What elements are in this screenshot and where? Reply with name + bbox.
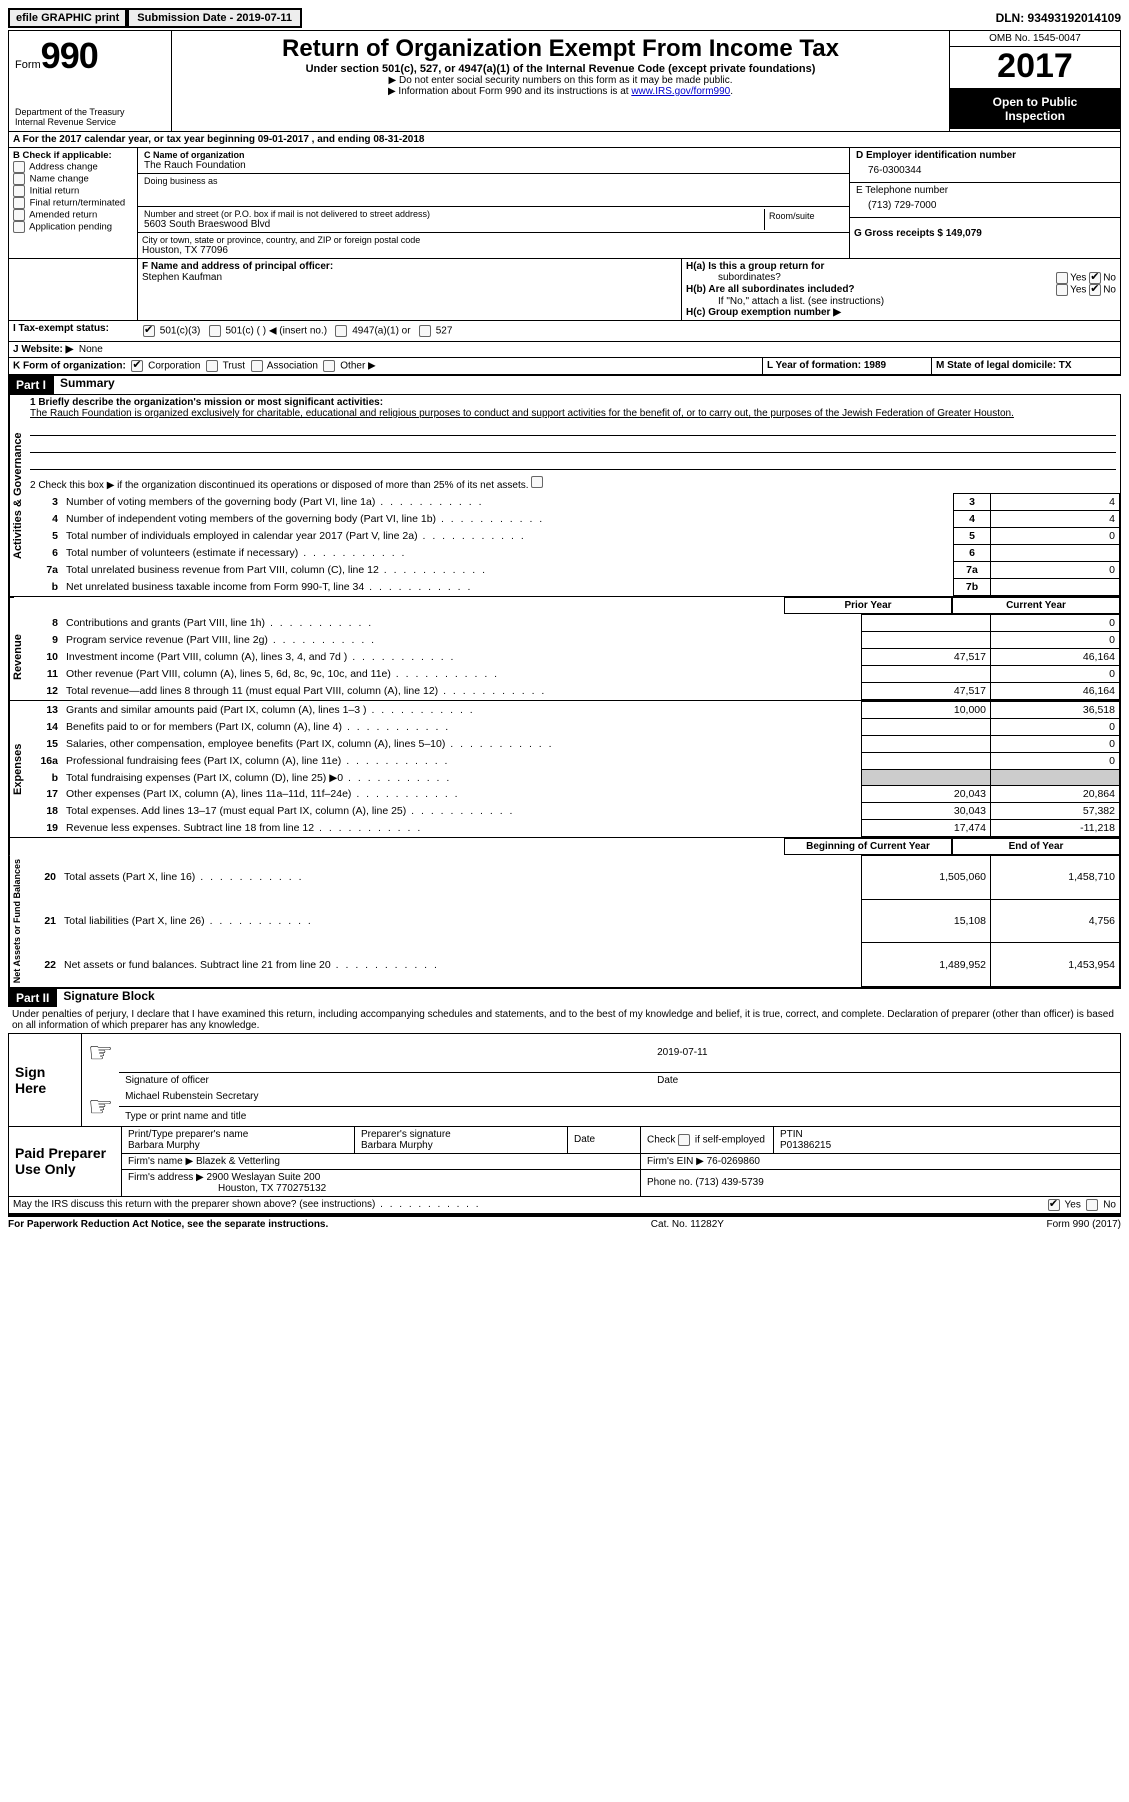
ein: 76-0300344 (856, 161, 1114, 180)
tax-year: 2017 (950, 47, 1120, 89)
summary-row: 19Revenue less expenses. Subtract line 1… (26, 820, 1120, 837)
current-year-hdr: Current Year (952, 597, 1120, 614)
sign-here-label: Sign Here (9, 1034, 82, 1127)
summary-row: 20Total assets (Part X, line 16)1,505,06… (24, 856, 1120, 900)
gross-receipts: G Gross receipts $ 149,079 (854, 228, 982, 239)
form-subtitle: Under section 501(c), 527, or 4947(a)(1)… (182, 63, 939, 75)
preparer-sig: Barbara Murphy (361, 1140, 561, 1151)
submission-date: Submission Date - 2019-07-11 (127, 8, 302, 28)
discuss-no-check[interactable] (1086, 1199, 1098, 1211)
sign-date: 2019-07-11 (651, 1034, 1120, 1073)
section-fh: F Name and address of principal officer:… (8, 259, 1121, 321)
principal-officer: Stephen Kaufman (142, 272, 222, 283)
city-state-zip: Houston, TX 77096 (142, 245, 845, 256)
open-public: Open to PublicInspection (950, 89, 1120, 129)
summary-row: 4Number of independent voting members of… (26, 511, 1120, 528)
irs-label: Internal Revenue Service (15, 117, 165, 127)
side-netassets: Net Assets or Fund Balances (9, 855, 24, 987)
summary-row: 3Number of voting members of the governi… (26, 494, 1120, 511)
boxb-item: Amended return (13, 209, 133, 221)
summary-row: 9Program service revenue (Part VIII, lin… (26, 632, 1120, 649)
summary-row: 10Investment income (Part VIII, column (… (26, 649, 1120, 666)
hb-no-check[interactable] (1089, 284, 1101, 296)
section-j: J Website: ▶ None (8, 342, 1121, 358)
501c3-check[interactable] (143, 325, 155, 337)
boxb-item: Application pending (13, 221, 133, 233)
firm-name: Blazek & Vetterling (196, 1156, 280, 1167)
org-name: The Rauch Foundation (144, 160, 843, 171)
box-c: C Name of organization The Rauch Foundat… (138, 148, 849, 258)
box-d: D Employer identification number 76-0300… (849, 148, 1120, 258)
summary-row: 22Net assets or fund balances. Subtract … (24, 943, 1120, 987)
boxb-item: Address change (13, 161, 133, 173)
dept-treasury: Department of the Treasury (15, 107, 165, 117)
preparer-name: Barbara Murphy (128, 1140, 348, 1151)
line-2: 2 Check this box ▶ if the organization d… (26, 474, 1120, 493)
paid-preparer-label: Paid Preparer Use Only (9, 1127, 122, 1197)
end-year-hdr: End of Year (952, 838, 1120, 855)
omb-number: OMB No. 1545-0047 (950, 31, 1120, 47)
self-employed-check[interactable] (678, 1134, 690, 1146)
officer-name: Michael Rubenstein Secretary (119, 1088, 1120, 1107)
side-governance: Activities & Governance (9, 395, 26, 596)
ha-yes-check[interactable] (1056, 272, 1068, 284)
firm-phone: (713) 439-5739 (695, 1177, 763, 1188)
summary-row: 12Total revenue—add lines 8 through 11 (… (26, 683, 1120, 700)
summary-row: 17Other expenses (Part IX, column (A), l… (26, 786, 1120, 803)
top-bar: efile GRAPHIC print Submission Date - 20… (8, 8, 1121, 28)
firm-ein: 76-0269860 (707, 1156, 760, 1167)
part1-header: Part I Summary (8, 375, 1121, 394)
summary-row: 7aTotal unrelated business revenue from … (26, 562, 1120, 579)
info-note: ▶ Information about Form 990 and its ins… (182, 86, 939, 97)
summary-row: bTotal fundraising expenses (Part IX, co… (26, 770, 1120, 786)
perjury-declaration: Under penalties of perjury, I declare th… (8, 1007, 1121, 1033)
summary-row: 5Total number of individuals employed in… (26, 528, 1120, 545)
section-bcd: B Check if applicable: Address change Na… (8, 148, 1121, 259)
side-revenue: Revenue (9, 614, 26, 700)
sign-arrow-icon: ☞ (82, 1034, 120, 1073)
sign-arrow-icon-2: ☞ (82, 1088, 120, 1127)
form-label: Form990 (15, 35, 165, 77)
prior-year-hdr: Prior Year (784, 597, 952, 614)
dln-label: DLN: 93493192014109 (996, 11, 1121, 25)
part2-header: Part II Signature Block (8, 988, 1121, 1007)
summary-row: 21Total liabilities (Part X, line 26)15,… (24, 899, 1120, 943)
ssn-note: ▶ Do not enter social security numbers o… (182, 75, 939, 86)
form-title: Return of Organization Exempt From Incom… (182, 35, 939, 63)
summary-row: 11Other revenue (Part VIII, column (A), … (26, 666, 1120, 683)
page-footer: For Paperwork Reduction Act Notice, see … (8, 1217, 1121, 1230)
boxb-item: Initial return (13, 185, 133, 197)
summary-row: 13Grants and similar amounts paid (Part … (26, 702, 1120, 719)
street-address: 5603 South Braeswood Blvd (144, 219, 764, 230)
begin-year-hdr: Beginning of Current Year (784, 838, 952, 855)
boxb-item: Final return/terminated (13, 197, 133, 209)
summary-row: 18Total expenses. Add lines 13–17 (must … (26, 803, 1120, 820)
summary-row: 14Benefits paid to or for members (Part … (26, 719, 1120, 736)
boxb-item: Name change (13, 173, 133, 185)
firm-address: 2900 Weslayan Suite 200 (207, 1172, 321, 1183)
summary-row: bNet unrelated business taxable income f… (26, 579, 1120, 596)
line-a: A For the 2017 calendar year, or tax yea… (8, 132, 1121, 148)
form-number: 990 (41, 35, 98, 76)
summary-row: 15Salaries, other compensation, employee… (26, 736, 1120, 753)
discuss-row: May the IRS discuss this return with the… (8, 1197, 1121, 1214)
summary-row: 6Total number of volunteers (estimate if… (26, 545, 1120, 562)
ptin: P01386215 (780, 1140, 1114, 1151)
form-header: Form990 Department of the Treasury Inter… (8, 30, 1121, 132)
summary-row: 16aProfessional fundraising fees (Part I… (26, 753, 1120, 770)
box-b: B Check if applicable: Address change Na… (9, 148, 138, 258)
hb-yes-check[interactable] (1056, 284, 1068, 296)
discontinued-check[interactable] (531, 476, 543, 488)
discuss-yes-check[interactable] (1048, 1199, 1060, 1211)
side-expenses: Expenses (9, 701, 26, 837)
efile-button[interactable]: efile GRAPHIC print (8, 8, 127, 28)
mission-text: The Rauch Foundation is organized exclus… (30, 408, 1014, 419)
section-i: I Tax-exempt status: 501(c)(3) 501(c) ( … (8, 321, 1121, 342)
irs-link[interactable]: www.IRS.gov/form990 (631, 86, 730, 97)
section-klm: K Form of organization: Corporation Trus… (8, 358, 1121, 375)
telephone: (713) 729-7000 (856, 196, 1114, 215)
summary-row: 8Contributions and grants (Part VIII, li… (26, 615, 1120, 632)
corp-check[interactable] (131, 360, 143, 372)
